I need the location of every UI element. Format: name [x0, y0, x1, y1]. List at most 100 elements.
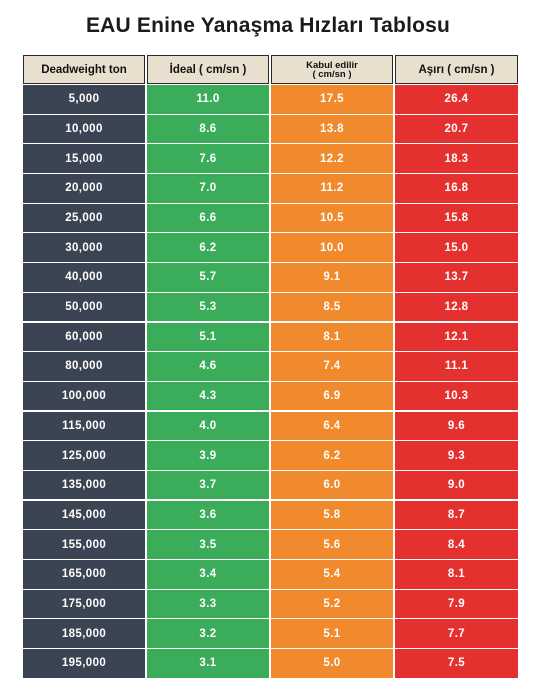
table-row: 40,000 5.7 9.1 13.7 [23, 263, 518, 292]
kabul-cell: 6.9 [271, 381, 393, 411]
table-header: Deadweight ton İdeal ( cm/sn ) Kabul edi… [23, 55, 518, 84]
ideal-cell: 4.3 [147, 381, 269, 411]
ideal-cell: 6.6 [147, 203, 269, 233]
asiri-cell: 9.0 [395, 470, 518, 500]
ideal-cell: 3.3 [147, 589, 269, 619]
asiri-cell: 8.7 [395, 500, 518, 530]
table-row: 155,000 3.5 5.6 8.4 [23, 530, 518, 559]
kabul-cell: 5.8 [271, 500, 393, 530]
asiri-cell: 12.8 [395, 292, 518, 322]
ideal-cell: 8.6 [147, 114, 269, 144]
kabul-cell: 7.4 [271, 352, 393, 381]
asiri-cell: 7.5 [395, 649, 518, 678]
header-kabul: Kabul edilir( cm/sn ) [271, 55, 393, 84]
kabul-cell: 6.4 [271, 411, 393, 441]
asiri-cell: 11.1 [395, 352, 518, 381]
table-row: 125,000 3.9 6.2 9.3 [23, 441, 518, 470]
deadweight-cell: 30,000 [23, 233, 145, 262]
deadweight-cell: 185,000 [23, 619, 145, 648]
deadweight-cell: 50,000 [23, 292, 145, 322]
asiri-cell: 7.9 [395, 589, 518, 619]
table-row: 60,000 5.1 8.1 12.1 [23, 322, 518, 351]
ideal-cell: 7.6 [147, 144, 269, 173]
deadweight-cell: 175,000 [23, 589, 145, 619]
asiri-cell: 26.4 [395, 85, 518, 114]
table-body: 5,000 11.0 17.5 26.4 10,000 8.6 13.8 20.7 15,000… [23, 85, 518, 678]
table-row: 195,000 3.1 5.0 7.5 [23, 649, 518, 678]
velocity-table: Deadweight ton İdeal ( cm/sn ) Kabul edi… [23, 55, 518, 679]
ideal-cell: 3.7 [147, 470, 269, 500]
deadweight-cell: 10,000 [23, 114, 145, 144]
deadweight-cell: 15,000 [23, 144, 145, 173]
ideal-cell: 4.0 [147, 411, 269, 441]
table-row: 20,000 7.0 11.2 16.8 [23, 174, 518, 203]
table-row: 15,000 7.6 12.2 18.3 [23, 144, 518, 173]
deadweight-cell: 135,000 [23, 470, 145, 500]
deadweight-cell: 40,000 [23, 263, 145, 292]
table-row: 25,000 6.6 10.5 15.8 [23, 203, 518, 233]
kabul-cell: 10.0 [271, 233, 393, 262]
ideal-cell: 3.6 [147, 500, 269, 530]
table-row: 50,000 5.3 8.5 12.8 [23, 292, 518, 322]
table-row: 30,000 6.2 10.0 15.0 [23, 233, 518, 262]
kabul-cell: 5.1 [271, 619, 393, 648]
kabul-cell: 6.2 [271, 441, 393, 470]
kabul-cell: 9.1 [271, 263, 393, 292]
kabul-cell: 5.2 [271, 589, 393, 619]
ideal-cell: 3.5 [147, 530, 269, 559]
asiri-cell: 13.7 [395, 263, 518, 292]
kabul-cell: 5.6 [271, 530, 393, 559]
deadweight-cell: 115,000 [23, 411, 145, 441]
kabul-cell: 12.2 [271, 144, 393, 173]
table-row: 5,000 11.0 17.5 26.4 [23, 85, 518, 114]
kabul-cell: 5.4 [271, 560, 393, 589]
asiri-cell: 18.3 [395, 144, 518, 173]
asiri-cell: 8.4 [395, 530, 518, 559]
deadweight-cell: 145,000 [23, 500, 145, 530]
ideal-cell: 3.2 [147, 619, 269, 648]
deadweight-cell: 25,000 [23, 203, 145, 233]
asiri-cell: 7.7 [395, 619, 518, 648]
kabul-cell: 5.0 [271, 649, 393, 678]
table-row: 80,000 4.6 7.4 11.1 [23, 352, 518, 381]
table-row: 185,000 3.2 5.1 7.7 [23, 619, 518, 648]
ideal-cell: 6.2 [147, 233, 269, 262]
table-row: 100,000 4.3 6.9 10.3 [23, 381, 518, 411]
asiri-cell: 12.1 [395, 322, 518, 351]
asiri-cell: 8.1 [395, 560, 518, 589]
header-deadweight: Deadweight ton [23, 55, 145, 84]
deadweight-cell: 165,000 [23, 560, 145, 589]
table-row: 175,000 3.3 5.2 7.9 [23, 589, 518, 619]
asiri-cell: 20.7 [395, 114, 518, 144]
ideal-cell: 5.7 [147, 263, 269, 292]
ideal-cell: 11.0 [147, 85, 269, 114]
ideal-cell: 5.3 [147, 292, 269, 322]
asiri-cell: 15.0 [395, 233, 518, 262]
ideal-cell: 5.1 [147, 322, 269, 351]
ideal-cell: 4.6 [147, 352, 269, 381]
deadweight-cell: 80,000 [23, 352, 145, 381]
table-row: 135,000 3.7 6.0 9.0 [23, 470, 518, 500]
deadweight-cell: 195,000 [23, 649, 145, 678]
header-asiri: Aşırı ( cm/sn ) [395, 55, 518, 84]
table-row: 115,000 4.0 6.4 9.6 [23, 411, 518, 441]
kabul-cell: 13.8 [271, 114, 393, 144]
deadweight-cell: 125,000 [23, 441, 145, 470]
asiri-cell: 9.3 [395, 441, 518, 470]
asiri-cell: 16.8 [395, 174, 518, 203]
deadweight-cell: 60,000 [23, 322, 145, 351]
ideal-cell: 7.0 [147, 174, 269, 203]
kabul-cell: 17.5 [271, 85, 393, 114]
deadweight-cell: 155,000 [23, 530, 145, 559]
chart-title: EAU Enine Yanaşma Hızları Tablosu [85, 14, 451, 37]
asiri-cell: 10.3 [395, 381, 518, 411]
kabul-cell: 10.5 [271, 203, 393, 233]
kabul-cell: 8.5 [271, 292, 393, 322]
table-row: 145,000 3.6 5.8 8.7 [23, 500, 518, 530]
table-row: 165,000 3.4 5.4 8.1 [23, 560, 518, 589]
ideal-cell: 3.1 [147, 649, 269, 678]
asiri-cell: 15.8 [395, 203, 518, 233]
asiri-cell: 9.6 [395, 411, 518, 441]
kabul-cell: 6.0 [271, 470, 393, 500]
header-ideal: İdeal ( cm/sn ) [147, 55, 269, 84]
